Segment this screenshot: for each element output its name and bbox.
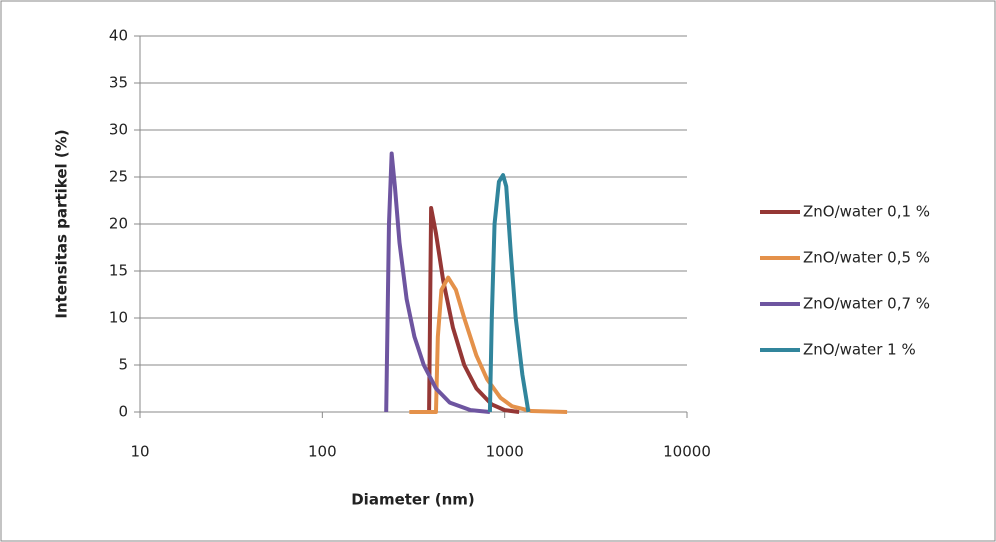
legend-label: ZnO/water 0,5 %: [803, 249, 930, 267]
legend-label: ZnO/water 0,7 %: [803, 295, 930, 313]
legend-label: ZnO/water 0,1 %: [803, 203, 930, 221]
series-line: [487, 173, 531, 413]
series-line: [425, 206, 520, 414]
x-tick-label: 100: [308, 443, 337, 461]
series-line: [384, 151, 491, 414]
y-axis-label: Intensitas partikel (%): [53, 129, 71, 318]
legend-label: ZnO/water 1 %: [803, 341, 916, 359]
x-axis-label: Diameter (nm): [351, 491, 475, 509]
series-line: [409, 275, 568, 414]
y-tick-label: 10: [109, 309, 128, 327]
y-tick-label: 40: [109, 27, 128, 45]
x-tick-label: 10: [130, 443, 149, 461]
y-tick-label: 5: [118, 356, 128, 374]
x-tick-label: 1000: [486, 443, 524, 461]
y-tick-label: 25: [109, 168, 128, 186]
y-tick-label: 30: [109, 121, 128, 139]
y-tick-label: 15: [109, 262, 128, 280]
y-tick-label: 20: [109, 215, 128, 233]
y-tick-label: 0: [118, 403, 128, 421]
x-tick-label: 10000: [663, 443, 711, 461]
y-tick-label: 35: [109, 74, 128, 92]
